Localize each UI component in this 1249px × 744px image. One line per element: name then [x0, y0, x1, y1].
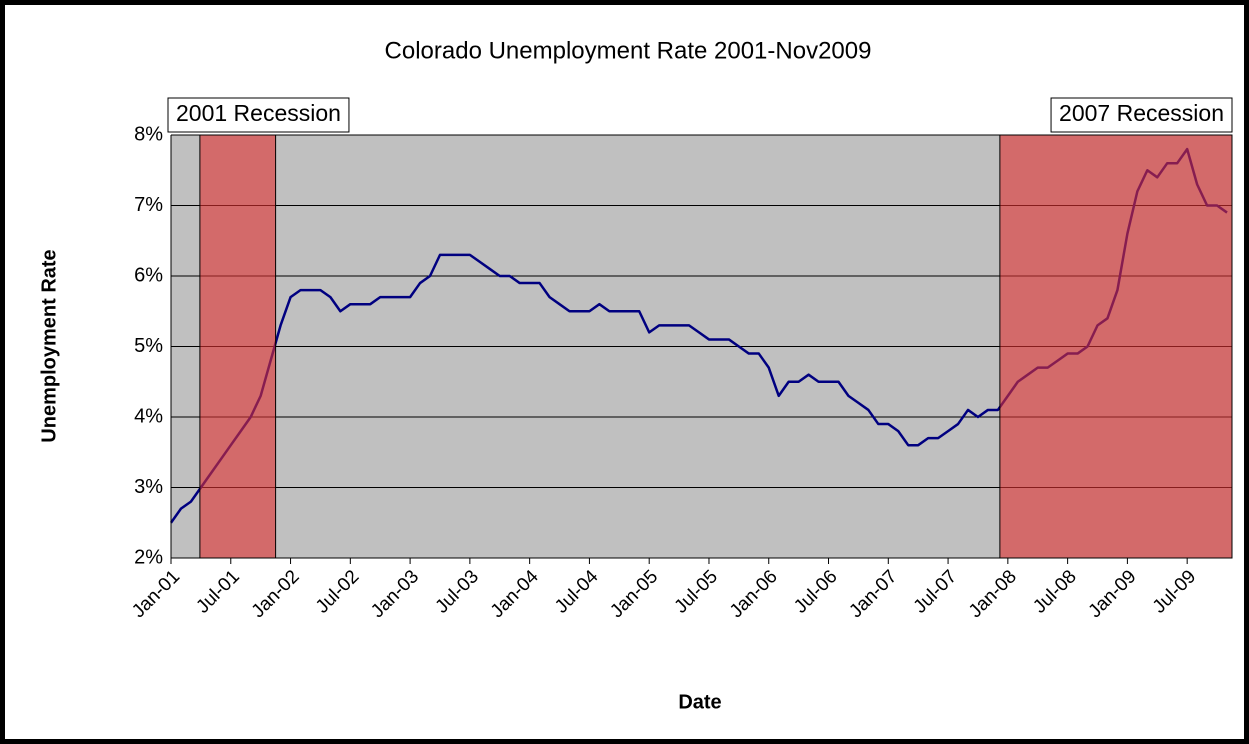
chart-title: Colorado Unemployment Rate 2001-Nov2009 [385, 37, 872, 64]
region-label-box [1050, 97, 1233, 133]
region-label: 2007 Recession [1050, 97, 1233, 133]
x-axis-label: Date [678, 691, 721, 713]
y-axis-label: Unemployment Rate [38, 249, 60, 442]
y-tick-label: 4% [134, 405, 163, 427]
region-label-box [167, 97, 350, 133]
region-label-text: 2007 Recession [1059, 100, 1224, 126]
y-tick-label: 7% [134, 194, 163, 216]
region-label-text: 2001 Recession [176, 100, 341, 126]
y-tick-label: 6% [134, 264, 163, 286]
y-tick-label: 3% [134, 476, 163, 498]
shaded-region [999, 134, 1233, 559]
y-tick-label: 8% [134, 123, 163, 145]
region-label: 2001 Recession [167, 97, 350, 133]
shaded-region [199, 134, 277, 559]
y-tick-label: 2% [134, 546, 163, 568]
y-tick-label: 5% [134, 335, 163, 357]
